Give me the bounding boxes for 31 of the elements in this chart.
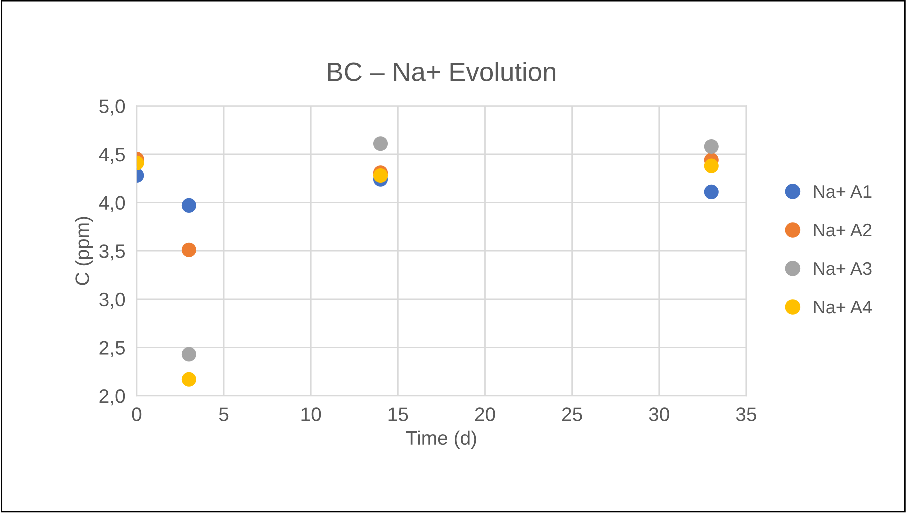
- point: [373, 168, 388, 184]
- legend-label: Na+ A3: [814, 262, 872, 276]
- x-tick-label: 0: [132, 408, 142, 422]
- y-tick-label: 2,5: [100, 341, 126, 358]
- point: [704, 184, 719, 200]
- point: [182, 347, 196, 362]
- y-tick-label: 3,0: [100, 292, 126, 309]
- y-tick-label: 5,0: [100, 100, 126, 116]
- x-axis-title: Time (d): [406, 430, 476, 449]
- x-tick-label: 5: [219, 408, 229, 422]
- point: [182, 198, 196, 213]
- x-tick-label: 10: [302, 408, 322, 422]
- point: [182, 372, 196, 387]
- point: [182, 242, 196, 258]
- point: [373, 136, 388, 152]
- chart-title: BC – Na+ Evolution: [328, 62, 556, 82]
- legend-label: Na+ A4: [814, 301, 872, 314]
- y-tick-label: 2,0: [100, 390, 126, 406]
- x-tick-label: 30: [649, 408, 670, 422]
- point: [704, 139, 719, 154]
- x-tick-label: 15: [388, 408, 408, 422]
- y-tick-label: 4,5: [99, 148, 126, 164]
- x-tick-label: 25: [562, 408, 582, 422]
- y-tick-label: 4,0: [99, 196, 126, 212]
- y-tick-label: 3,5: [100, 244, 126, 261]
- y-axis-title: C (ppm): [75, 217, 94, 286]
- point: [704, 158, 719, 174]
- x-tick-label: 35: [736, 408, 756, 422]
- x-tick-label: 20: [475, 408, 496, 422]
- legend-label: Na+ A1: [814, 186, 872, 198]
- legend-label: Na+ A2: [814, 224, 872, 237]
